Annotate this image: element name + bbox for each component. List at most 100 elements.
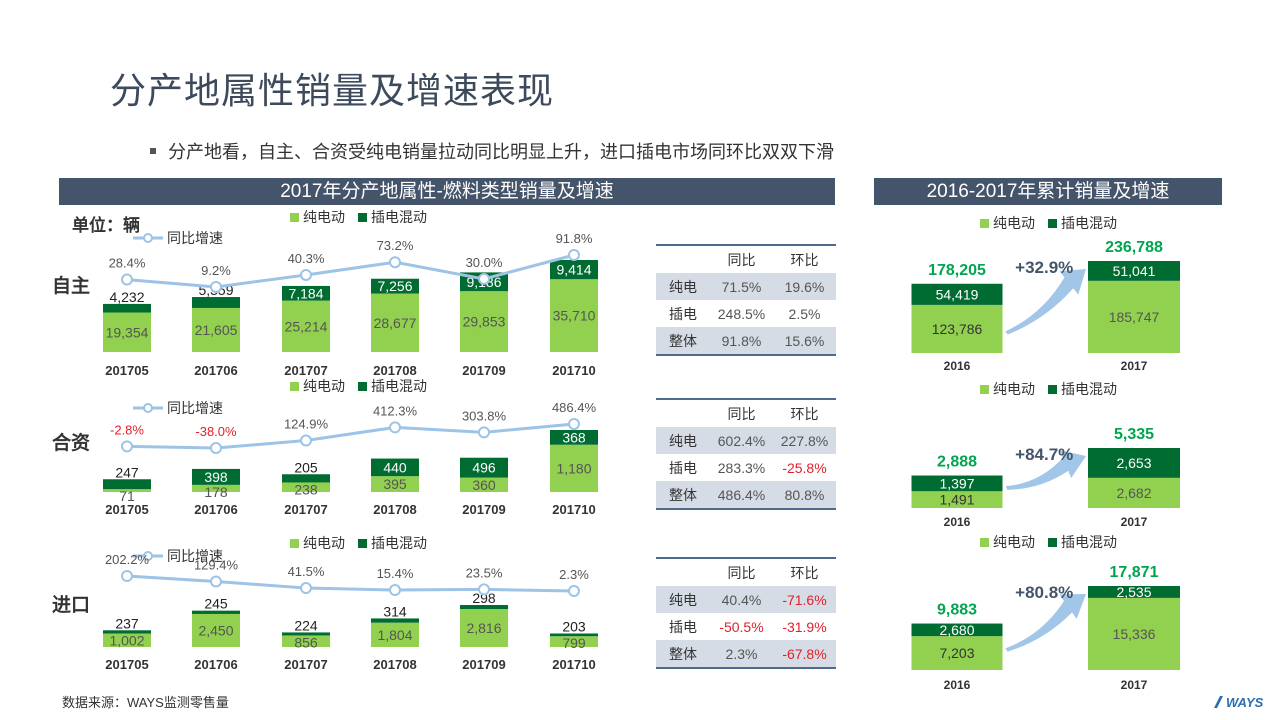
yoy-label: 28.4% — [109, 256, 146, 271]
legend-swatch-phev — [1048, 219, 1057, 228]
bar-phev — [192, 297, 240, 308]
row-label: 纯电 — [656, 273, 710, 300]
yoy-cell: 602.4% — [710, 427, 773, 454]
mom-cell: 15.6% — [773, 327, 836, 356]
annual-bar-bev — [911, 636, 1003, 670]
table-corner — [656, 244, 710, 273]
category-label: 201707 — [284, 363, 327, 378]
data-label-bev: 395 — [383, 476, 407, 492]
right-section-header: 2016-2017年累计销量及增速 — [874, 178, 1222, 205]
data-label-bev: 360 — [472, 477, 496, 493]
category-label: 201707 — [284, 502, 327, 517]
yoy-label: 73.2% — [377, 238, 414, 253]
bar-bev — [192, 613, 240, 647]
annual-category-label: 2017 — [1121, 359, 1148, 373]
data-source-note: 数据来源：WAYS监测零售量 — [62, 695, 229, 710]
bullet-icon — [150, 148, 156, 155]
yoy-point — [121, 440, 133, 453]
annual-bar-phev — [1088, 586, 1180, 598]
bar-phev — [192, 610, 240, 614]
data-label-phev: 203 — [562, 618, 586, 634]
table-corner — [656, 398, 710, 427]
bar-bev — [282, 300, 330, 352]
bar-bev — [460, 477, 508, 492]
data-label-phev: 7,184 — [288, 285, 323, 301]
row-label: 插电 — [669, 618, 697, 635]
bar-phev — [550, 260, 598, 280]
annual-bar-phev — [1088, 448, 1180, 478]
annual-bar-bev — [911, 491, 1003, 508]
summary-bullet: 分产地看，自主、合资受纯电销量拉动同比明显上升，进口插电市场同环比双双下滑 — [150, 138, 834, 164]
annual-bar-phev — [911, 283, 1003, 305]
yoy-point — [210, 575, 222, 588]
growth-arrow-icon — [1005, 450, 1086, 490]
yoy-cell: -50.5% — [719, 618, 764, 635]
annual-label-bev: 7,203 — [939, 645, 974, 661]
growth-rate-label: +80.8% — [1015, 583, 1073, 602]
bar-phev — [282, 474, 330, 483]
annual-category-label: 2017 — [1121, 678, 1148, 692]
annual-label-bev: 15,336 — [1113, 626, 1156, 642]
legend-swatch-phev — [358, 539, 367, 548]
data-label-bev: 799 — [562, 635, 586, 651]
bar-phev — [282, 632, 330, 636]
legend-swatch-bev — [980, 219, 989, 228]
data-label-phev: 9,414 — [556, 262, 591, 278]
annual-label-bev: 1,491 — [939, 492, 974, 508]
legend-label-phev: 插电混动 — [371, 209, 427, 225]
yoy-point — [568, 418, 580, 430]
legend-label-bev: 纯电动 — [303, 209, 345, 225]
bar-bev — [460, 609, 508, 647]
category-label: 201708 — [373, 657, 416, 672]
annual-label-phev: 51,041 — [1113, 263, 1156, 279]
table-row: 纯电 40.4% -71.6% — [656, 586, 836, 613]
data-label-phev: 237 — [115, 615, 139, 631]
ways-logo: WAYS — [1214, 695, 1264, 710]
legend-label-yoy: 同比增速 — [167, 230, 223, 246]
category-label: 201705 — [105, 502, 148, 517]
yoy-point — [478, 583, 490, 596]
mom-cell: 19.6% — [773, 273, 836, 300]
row-label: 插电 — [669, 305, 697, 322]
annual-total-label: 9,883 — [937, 602, 977, 619]
legend-label-phev: 插电混动 — [371, 535, 427, 551]
data-label-phev: 7,256 — [377, 278, 412, 294]
annual-label-phev: 2,680 — [939, 622, 974, 638]
data-label-phev: 440 — [383, 459, 407, 475]
data-label-bev: 71 — [119, 488, 135, 504]
row-label: 整体 — [656, 327, 710, 356]
table-header-yoy: 同比 — [710, 244, 773, 273]
annual-label-bev: 123,786 — [932, 321, 983, 337]
legend-marker-yoy — [143, 403, 153, 413]
yoy-label: 303.8% — [462, 408, 507, 423]
yoy-cell: 486.4% — [710, 481, 773, 510]
stats-table-domestic: 同比 环比 纯电 71.5% 19.6% 插电 248.5% 2.5% 整体 91.8% 15… — [656, 244, 836, 356]
bar-bev — [550, 636, 598, 647]
mom-cell: 227.8% — [773, 427, 836, 454]
yoy-point — [121, 273, 133, 286]
category-label: 201710 — [552, 502, 595, 517]
stats-table-joint-venture: 同比 环比 纯电 602.4% 227.8% 插电 283.3% -25.8% 整体 486… — [656, 398, 836, 510]
yoy-label: 40.3% — [288, 251, 325, 266]
category-label: 201706 — [194, 363, 237, 378]
yoy-cell: 2.3% — [710, 640, 773, 669]
annual-total-label: 5,335 — [1114, 426, 1154, 443]
annual-label-bev: 185,747 — [1109, 309, 1160, 325]
yoy-growth-line — [126, 574, 575, 593]
table-header-mom: 环比 — [773, 398, 836, 427]
table-header-yoy: 同比 — [710, 557, 773, 586]
left-section-header: 2017年分产地属性-燃料类型销量及增速 — [59, 178, 835, 205]
annual-total-label: 236,788 — [1105, 239, 1163, 256]
yoy-point — [210, 442, 222, 454]
legend-swatch-bev — [290, 213, 299, 222]
table-row: 纯电 602.4% 227.8% — [656, 427, 836, 454]
row-label: 整体 — [656, 481, 710, 510]
legend-label-bev: 纯电动 — [993, 215, 1035, 231]
category-label: 201709 — [462, 363, 505, 378]
legend-label-bev: 纯电动 — [303, 378, 345, 394]
yoy-cell: 248.5% — [717, 305, 766, 322]
bar-phev — [282, 285, 330, 301]
yoy-label: 129.4% — [194, 557, 239, 572]
annual-total-label: 17,871 — [1110, 564, 1159, 581]
annual-total-label: 2,888 — [937, 454, 977, 471]
